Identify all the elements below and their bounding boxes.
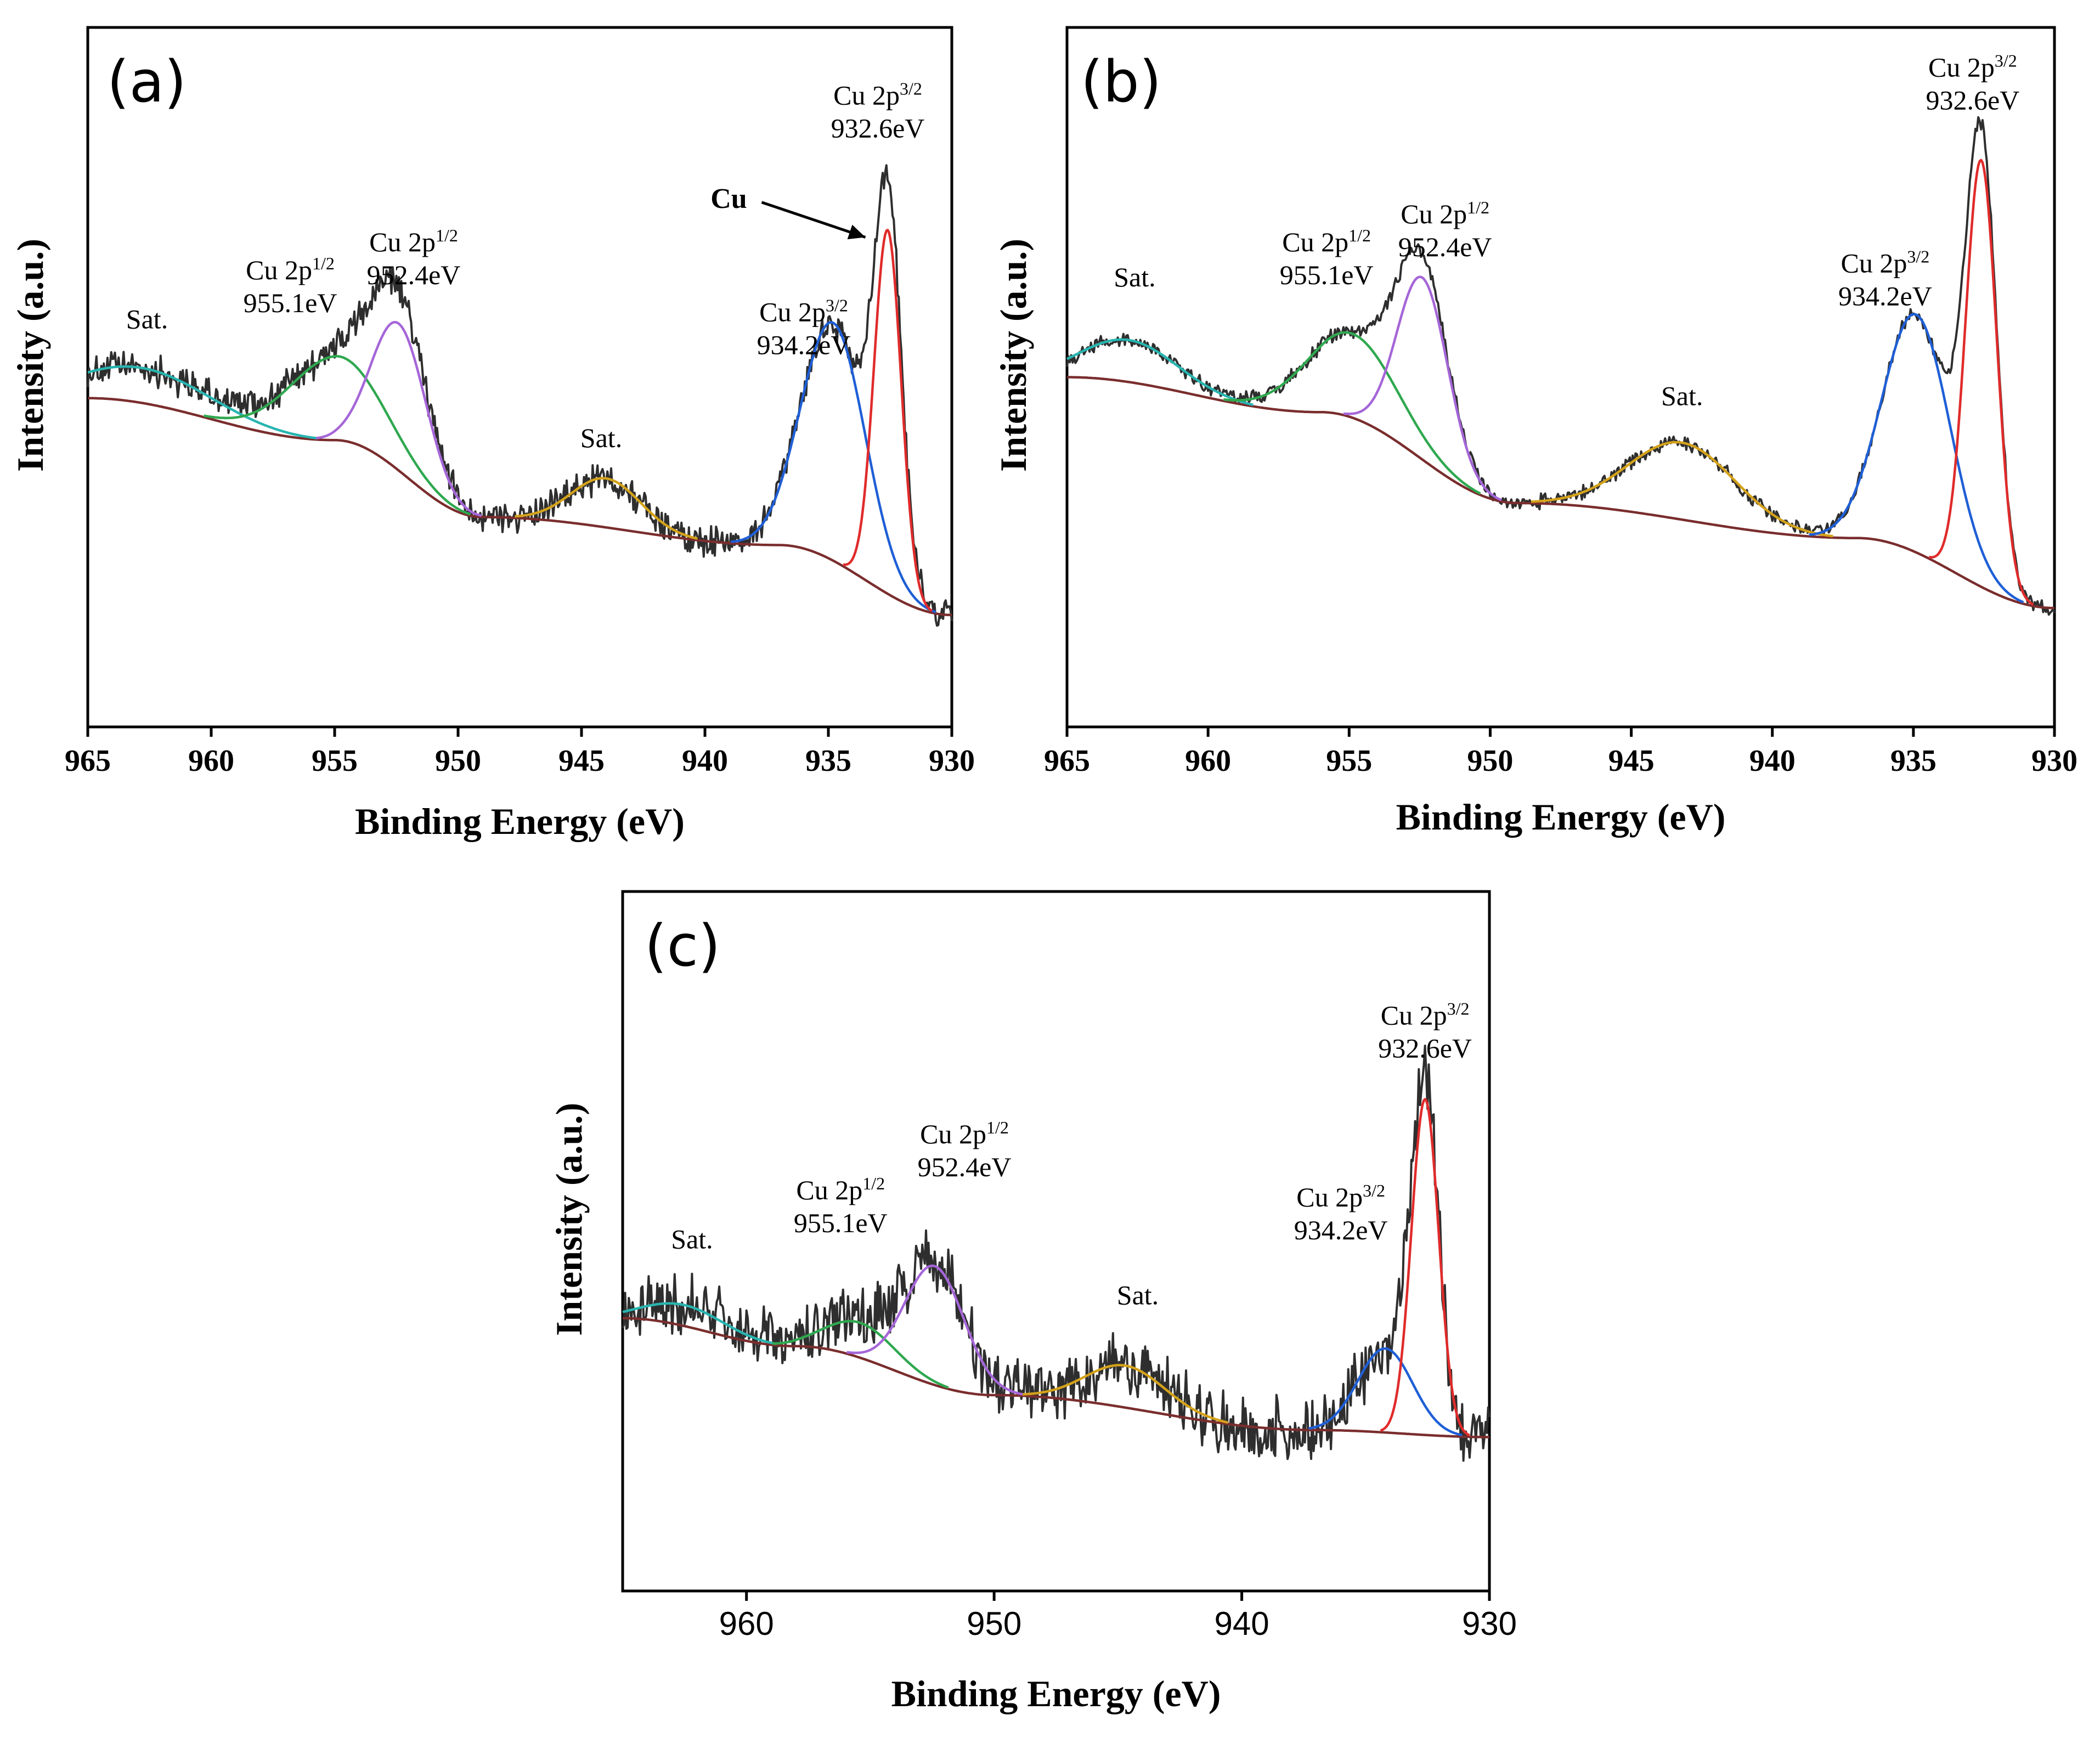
x-axis-title: Binding Energy (eV) [355, 800, 685, 842]
x-axis-title: Binding Energy (eV) [1396, 796, 1726, 838]
fit-peak-1 [1223, 331, 1481, 495]
fit-peak-3 [1022, 1364, 1229, 1424]
fit-peak-0 [622, 1302, 777, 1345]
fit-peak-2 [1343, 275, 1502, 501]
x-tick-label: 950 [435, 744, 481, 778]
fit-peak-3 [1531, 441, 1833, 538]
arrow-label: Cu [710, 183, 747, 215]
panel-a: 965 960 955 950 945 940 935 930 Binding Energy (… [9, 26, 975, 842]
fit-peak-0 [1066, 338, 1254, 407]
panel-b: 965 960 955 950 945 940 935 930 Binding Energy (… [992, 26, 2078, 838]
x-tick-label: 940 [1215, 1605, 1269, 1642]
x-tick-label: 960 [188, 744, 234, 778]
fit-peak-5 [1928, 159, 2034, 606]
background-curve [1067, 376, 2055, 610]
fit-peak-2 [846, 1264, 1023, 1396]
x-tick-label: 960 [719, 1605, 774, 1642]
x-tick-label: 950 [1467, 744, 1513, 778]
peak-annotation: Cu 2p3/2 932.6eV [1926, 50, 2019, 115]
x-tick-label: 955 [1326, 744, 1372, 778]
fit-peak-4 [731, 321, 936, 613]
x-tick-label: 965 [1044, 744, 1090, 778]
x-tick-label: 955 [312, 744, 358, 778]
plot-frame [621, 890, 1491, 1593]
x-tick-label: 930 [929, 744, 975, 778]
fit-peak-0 [87, 365, 318, 440]
x-axis-title: Binding Energy (eV) [891, 1673, 1221, 1714]
peak-annotation: Cu 2p1/2 952.4eV [367, 225, 461, 290]
peak-annotation: Cu 2p1/2 955.1eV [1280, 225, 1374, 290]
x-tick-label: 930 [2031, 744, 2078, 778]
peak-annotation: Sat. [1661, 381, 1703, 411]
y-axis-title: Intensity (a.u.) [9, 239, 51, 472]
peak-annotation: Cu 2p3/2 934.2eV [1838, 246, 1932, 311]
y-axis-title: Intensity (a.u.) [548, 1103, 590, 1336]
panel-c: 960 950 940 930 Binding Energy (eV) Intensity… [548, 890, 1517, 1714]
peak-annotation: Sat. [1117, 1279, 1159, 1310]
fit-peak-3 [515, 477, 698, 540]
background-curve [87, 397, 952, 617]
peak-annotation: Cu 2p3/2 932.6eV [1378, 998, 1472, 1063]
x-tick-label: 940 [682, 744, 728, 778]
peak-annotation: Cu 2p1/2 952.4eV [1398, 198, 1492, 262]
x-tick-label: 945 [558, 744, 605, 778]
x-tick-label: 965 [65, 744, 111, 778]
x-tick-label: 950 [967, 1605, 1021, 1642]
y-axis-title: Intensity (a.u.) [992, 239, 1034, 472]
peak-annotation: Sat. [580, 422, 622, 453]
fit-peak-5 [843, 229, 933, 612]
raw-spectrum [1066, 116, 2056, 616]
x-tick-label: 935 [805, 744, 851, 778]
x-tick-label: 945 [1608, 744, 1655, 778]
peak-annotation: Sat. [1114, 262, 1155, 292]
peak-annotation: Sat. [671, 1223, 713, 1254]
arrow-line [761, 201, 866, 239]
peak-annotation: Cu 2p3/2 934.2eV [757, 296, 851, 360]
x-tick-label: 935 [1890, 744, 1937, 778]
x-tick-label: 940 [1749, 744, 1796, 778]
plot-frame [1065, 26, 2056, 729]
x-tick-label: 930 [1462, 1605, 1517, 1642]
fit-peak-4 [1809, 313, 2024, 603]
panel-label: (b) [1081, 48, 1161, 115]
arrow-head [847, 224, 866, 240]
peak-annotation: Cu 2p1/2 952.4eV [918, 1118, 1012, 1182]
plot-frame [86, 26, 953, 729]
background-curve [623, 1317, 1489, 1438]
peak-annotation: Cu 2p1/2 955.1eV [244, 253, 337, 318]
panel-label: (a) [107, 48, 187, 115]
panel-label: (c) [645, 912, 720, 979]
fit-peak-4 [1308, 1347, 1463, 1437]
peak-annotation: Cu 2p3/2 932.6eV [831, 78, 925, 143]
fit-peak-1 [772, 1319, 949, 1389]
peak-annotation: Cu 2p3/2 934.2eV [1294, 1181, 1388, 1245]
fit-peak-2 [316, 320, 482, 517]
fit-peak-5 [1380, 1098, 1470, 1437]
x-tick-label: 960 [1185, 744, 1231, 778]
peak-annotation: Cu 2p1/2 955.1eV [794, 1173, 888, 1238]
fit-peak-1 [204, 355, 471, 516]
peak-annotation: Sat. [126, 303, 168, 334]
